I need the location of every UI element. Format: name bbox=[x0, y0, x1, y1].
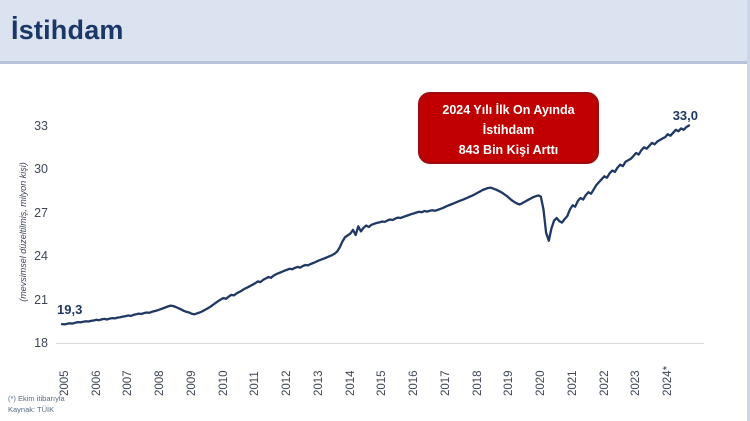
x-tick-label: 2022 bbox=[598, 370, 611, 396]
x-tick-label: 2017 bbox=[439, 370, 452, 396]
x-tick-label: 2011 bbox=[249, 371, 262, 396]
x-tick-label: 2008 bbox=[154, 370, 167, 396]
y-tick-label: 24 bbox=[34, 249, 48, 263]
callout-line-1: 2024 Yılı İlk On Ayında bbox=[442, 103, 575, 117]
employment-line-chart: (mevsimsel düzeltilmiş, milyon kişi) 18 2… bbox=[0, 67, 747, 421]
footnote-note: (*) Ekim itibarıyla bbox=[8, 394, 65, 403]
first-point-data-label: 19,3 bbox=[57, 302, 83, 317]
x-tick-label: 2006 bbox=[90, 370, 103, 396]
page-title: İstihdam bbox=[11, 15, 124, 45]
footnotes: (*) Ekim itibarıyla Kaynak: TÜİK bbox=[8, 394, 65, 416]
x-tick-label: 2020 bbox=[535, 370, 548, 396]
y-tick-label: 21 bbox=[34, 292, 48, 307]
x-tick-label: 2013 bbox=[312, 370, 325, 396]
x-tick-label: 2012 bbox=[281, 370, 294, 396]
x-tick-label: 2024* bbox=[662, 365, 675, 396]
callout-line-2: İstihdam bbox=[482, 122, 535, 137]
x-tick-label: 2021 bbox=[566, 370, 579, 396]
x-axis-line bbox=[56, 343, 704, 344]
x-tick-label: 2005 bbox=[59, 370, 71, 396]
x-tick-label: 2015 bbox=[376, 370, 389, 396]
x-tick-label: 2019 bbox=[503, 370, 516, 396]
line-series-svg bbox=[60, 124, 691, 326]
last-point-data-label: 33,0 bbox=[672, 108, 698, 123]
y-tick-label: 18 bbox=[34, 336, 48, 350]
y-tick-label: 33 bbox=[34, 118, 48, 133]
y-tick-label: 27 bbox=[34, 205, 48, 220]
x-tick-label: 2010 bbox=[217, 370, 230, 396]
header-bar: İstihdam bbox=[0, 0, 747, 64]
y-tick-label: 30 bbox=[34, 162, 48, 176]
x-tick-label: 2023 bbox=[630, 370, 643, 396]
x-tick-label: 2007 bbox=[122, 370, 135, 396]
annotation-callout: 2024 Yılı İlk On Ayında İstihdam 843 Bin… bbox=[418, 92, 599, 164]
x-tick-label: 2018 bbox=[471, 370, 484, 396]
callout-line-3: 843 Bin Kişi Arttı bbox=[458, 142, 559, 157]
x-tick-label: 2009 bbox=[185, 370, 198, 396]
x-tick-label: 2016 bbox=[408, 370, 421, 396]
employment-series-line bbox=[60, 124, 691, 326]
footnote-source: Kaynak: TÜİK bbox=[8, 404, 55, 414]
x-tick-label: 2014 bbox=[344, 370, 357, 396]
